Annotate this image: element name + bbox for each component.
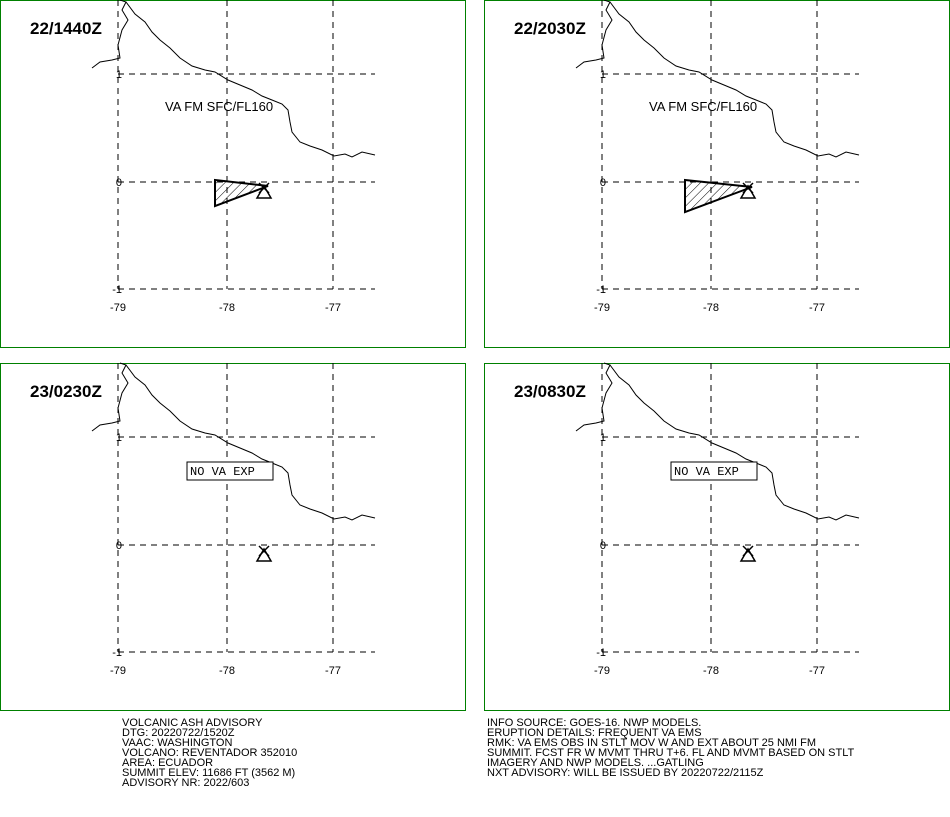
ash-note: NO VA EXP [674, 465, 739, 479]
y-tick-label: -1 [112, 647, 122, 659]
x-tick-label: -79 [110, 665, 126, 677]
x-tick-label: -77 [325, 665, 341, 677]
footer-line: NXT ADVISORY: WILL BE ISSUED BY 20220722… [487, 767, 764, 779]
volcano-mark [258, 545, 270, 557]
x-tick-label: -79 [594, 665, 610, 677]
y-tick-label: 0 [600, 177, 606, 189]
volcano-mark [742, 182, 754, 194]
volcano-mark [742, 545, 754, 557]
coastline [91, 362, 376, 521]
x-tick-label: -78 [219, 665, 235, 677]
volcano-mark [258, 182, 270, 194]
footer-line: VOLCANO: REVENTADOR 352010 [122, 747, 297, 759]
x-tick-label: -78 [703, 665, 719, 677]
ash-note: VA FM SFC/FL160 [649, 99, 757, 114]
footer-line: IMAGERY AND NWP MODELS. ...GATLING [487, 757, 704, 769]
y-tick-label: 1 [600, 432, 606, 444]
y-tick-label: 1 [600, 69, 606, 81]
map-panel: -79 -78 -77 1 0 -1 22/2030Z VA FM SFC/FL160 [484, 0, 950, 348]
y-tick-label: 0 [116, 177, 122, 189]
panel-border [484, 363, 950, 711]
valid-time: 23/0230Z [30, 382, 102, 401]
valid-time: 22/2030Z [514, 19, 586, 38]
y-tick-label: 0 [600, 540, 606, 552]
x-tick-label: -79 [110, 302, 126, 314]
ash-area [684, 178, 753, 214]
y-tick-label: -1 [112, 284, 122, 296]
note-box [670, 461, 758, 481]
footer-line: DTG: 20220722/1520Z [122, 727, 235, 739]
coastline [91, 0, 376, 158]
note-box [186, 461, 274, 481]
footer-line: INFO SOURCE: GOES-16. NWP MODELS. [487, 717, 701, 729]
x-tick-label: -78 [219, 302, 235, 314]
y-tick-label: -1 [596, 284, 606, 296]
coastline [575, 0, 860, 158]
x-tick-label: -78 [703, 302, 719, 314]
footer-line: ADVISORY NR: 2022/603 [122, 777, 249, 789]
y-tick-label: 1 [116, 432, 122, 444]
map-panel: -79 -78 -77 1 0 -1 23/0830Z NO VA EXP [484, 362, 950, 711]
y-tick-label: 0 [116, 540, 122, 552]
ash-note: VA FM SFC/FL160 [165, 99, 273, 114]
footer-line: VAAC: WASHINGTON [122, 737, 232, 749]
footer-line: AREA: ECUADOR [122, 757, 213, 769]
footer-line: SUMMIT ELEV: 11686 FT (3562 M) [122, 767, 295, 779]
x-tick-label: -77 [809, 302, 825, 314]
panel-border [0, 0, 466, 348]
footer-line: SUMMIT. FCST FR W MVMT THRU T+6. FL AND … [487, 747, 854, 759]
footer-line: VOLCANIC ASH ADVISORY [122, 717, 263, 729]
y-tick-label: -1 [596, 647, 606, 659]
panel-border [484, 0, 950, 348]
ash-area [214, 178, 269, 208]
x-tick-label: -77 [809, 665, 825, 677]
x-tick-label: -77 [325, 302, 341, 314]
valid-time: 22/1440Z [30, 19, 102, 38]
ash-note: NO VA EXP [190, 465, 255, 479]
y-tick-label: 1 [116, 69, 122, 81]
map-panel: -79 -78 -77 1 0 -1 23/0230Z NO VA EXP [0, 362, 466, 711]
map-panel: -79 -78 -77 1 0 -1 22/1440Z VA FM SFC/FL160 [0, 0, 466, 348]
x-tick-label: -79 [594, 302, 610, 314]
footer-line: RMK: VA EMS OBS IN STLT MOV W AND EXT AB… [487, 737, 816, 749]
valid-time: 23/0830Z [514, 382, 586, 401]
panel-border [0, 363, 466, 711]
footer-line: ERUPTION DETAILS: FREQUENT VA EMS [487, 727, 702, 739]
coastline [575, 362, 860, 521]
